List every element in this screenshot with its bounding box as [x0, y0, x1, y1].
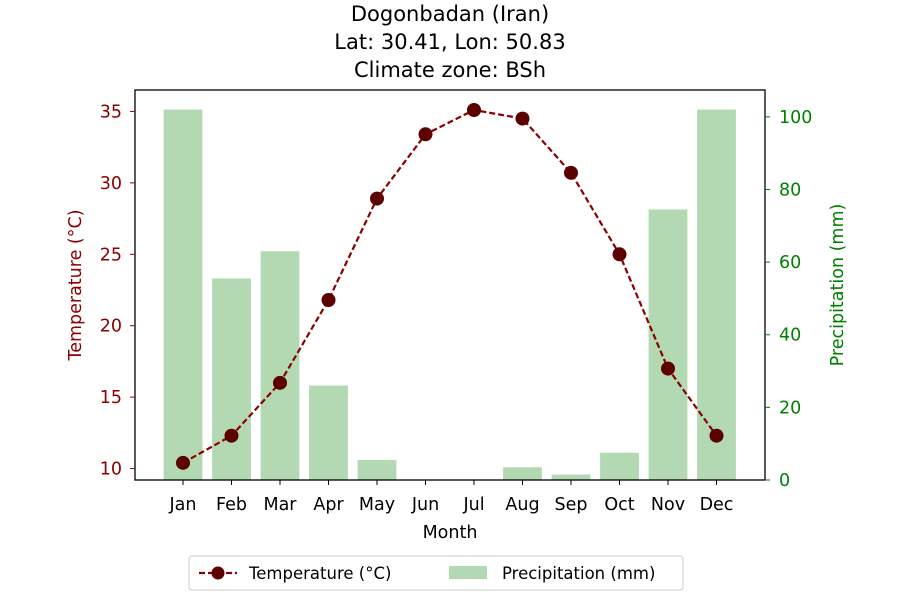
- x-tick-label: Sep: [555, 495, 588, 515]
- x-tick-label: May: [359, 495, 395, 515]
- right-tick-label: 60: [779, 253, 801, 273]
- left-y-axis-label: Temperature (°C): [66, 209, 86, 361]
- temp-point-dec: [709, 428, 724, 443]
- x-tick-label: Mar: [263, 495, 297, 515]
- left-axis-ticks: 10 15 20 25 30 35: [100, 102, 135, 480]
- precip-bar-feb: [212, 278, 251, 480]
- temperature-line: [182, 108, 718, 464]
- right-tick-label: 0: [779, 471, 790, 491]
- x-tick-label: Dec: [700, 495, 734, 515]
- precip-bar-mar: [260, 251, 300, 480]
- precip-bar-apr: [309, 385, 348, 480]
- temp-point-jan: [176, 455, 190, 470]
- legend-precipitation-label: Precipitation (mm): [502, 564, 655, 583]
- x-tick-label: Aug: [505, 495, 539, 515]
- plot-frame: [134, 89, 766, 481]
- precip-bar-jan: [163, 109, 203, 480]
- title-line-2: Lat: 30.41, Lon: 50.83: [334, 30, 565, 54]
- left-tick-label: 25: [100, 245, 122, 265]
- right-tick-label: 80: [779, 180, 801, 200]
- precipitation-bars: [163, 109, 736, 480]
- precip-bar-dec: [697, 109, 736, 480]
- x-axis-label: Month: [423, 523, 478, 543]
- temp-point-jul: [467, 103, 481, 117]
- x-tick-label: Oct: [604, 495, 634, 515]
- title-line-3: Climate zone: BSh: [354, 58, 546, 82]
- legend-temperature-label: Temperature (°C): [248, 564, 391, 583]
- legend-temperature-marker: [211, 566, 225, 580]
- x-tick-label: Feb: [216, 495, 247, 515]
- right-tick-label: 20: [779, 398, 801, 418]
- temp-point-sep: [564, 165, 578, 180]
- left-tick-label: 20: [100, 317, 122, 337]
- right-tick-label: 40: [779, 326, 801, 346]
- temp-point-aug: [515, 111, 530, 126]
- legend-box: [188, 555, 684, 591]
- title-line-1: Dogonbadan (Iran): [351, 2, 549, 26]
- right-tick-label: 100: [779, 108, 812, 128]
- legend-precipitation-swatch: [449, 566, 487, 579]
- temp-point-feb: [224, 428, 239, 443]
- legend: Temperature (°C) Precipitation (mm): [188, 555, 684, 591]
- x-tick-label: Jul: [462, 495, 484, 515]
- precip-bar-aug: [503, 467, 542, 480]
- x-tick-label: Jan: [169, 495, 197, 515]
- temp-point-nov: [661, 361, 675, 376]
- temp-point-jun: [418, 127, 433, 142]
- chart-title: Dogonbadan (Iran) Lat: 30.41, Lon: 50.83…: [334, 2, 565, 82]
- left-tick-label: 30: [100, 174, 122, 194]
- right-axis-ticks: 0 20 40 60 80 100: [765, 108, 812, 491]
- x-axis-ticks: Jan Feb Mar Apr May Jun Jul Aug Sep Oct Nov Dec: [169, 480, 734, 515]
- precip-bar-oct: [600, 452, 639, 480]
- temp-point-mar: [273, 375, 287, 390]
- temp-point-may: [370, 191, 384, 206]
- temperature-line-series: [176, 103, 724, 470]
- temp-point-apr: [321, 293, 336, 307]
- temp-point-oct: [612, 247, 627, 262]
- x-tick-label: Jun: [411, 495, 439, 515]
- precip-bar-may: [357, 460, 397, 480]
- left-tick-label: 10: [100, 460, 122, 480]
- x-tick-label: Apr: [313, 495, 344, 515]
- precip-bar-sep: [551, 474, 591, 480]
- left-tick-label: 15: [100, 388, 122, 408]
- x-tick-label: Nov: [651, 495, 685, 515]
- left-tick-label: 35: [100, 102, 122, 122]
- right-y-axis-label: Precipitation (mm): [828, 204, 848, 367]
- precip-bar-nov: [648, 209, 688, 480]
